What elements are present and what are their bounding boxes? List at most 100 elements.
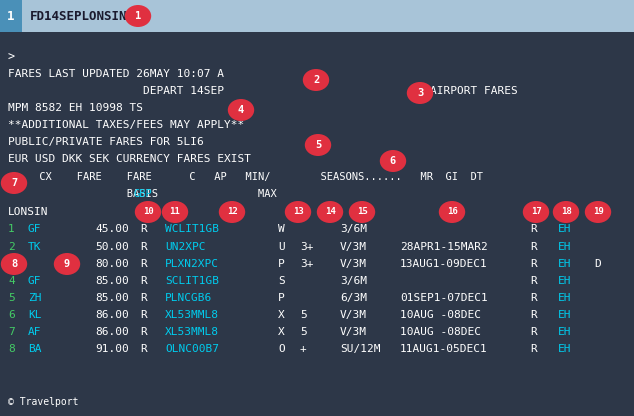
Text: 1: 1 xyxy=(8,224,15,234)
Text: CX    FARE    FARE      C   AP   MIN/        SEASONS......   MR  GI  DT: CX FARE FARE C AP MIN/ SEASONS...... MR … xyxy=(8,172,483,182)
Ellipse shape xyxy=(135,201,161,223)
Text: TK: TK xyxy=(28,242,41,252)
Text: R: R xyxy=(140,344,146,354)
Text: 80.00: 80.00 xyxy=(95,259,129,269)
Text: R: R xyxy=(530,276,537,286)
Text: U: U xyxy=(278,242,285,252)
Text: 10: 10 xyxy=(143,208,153,216)
Text: EH: EH xyxy=(558,327,571,337)
Text: 13: 13 xyxy=(293,208,304,216)
Ellipse shape xyxy=(585,201,611,223)
Text: WCLIT1GB: WCLIT1GB xyxy=(165,224,219,234)
Text: 3: 3 xyxy=(417,88,423,98)
Ellipse shape xyxy=(317,201,343,223)
Text: 6: 6 xyxy=(8,310,15,320)
Text: GF: GF xyxy=(28,276,41,286)
Text: 3+: 3+ xyxy=(300,259,313,269)
Text: BASIS                MAX: BASIS MAX xyxy=(8,189,277,199)
Text: AF: AF xyxy=(28,327,41,337)
Text: BA: BA xyxy=(28,344,41,354)
Text: 6/3M: 6/3M xyxy=(340,293,367,303)
Text: X: X xyxy=(278,327,285,337)
Text: 17: 17 xyxy=(531,208,541,216)
Text: OLNC00B7: OLNC00B7 xyxy=(165,344,219,354)
Ellipse shape xyxy=(219,201,245,223)
Text: V/3M: V/3M xyxy=(340,310,367,320)
Text: 3/6M: 3/6M xyxy=(340,276,367,286)
Text: R: R xyxy=(140,293,146,303)
Text: 86.00: 86.00 xyxy=(95,310,129,320)
Text: SCLIT1GB: SCLIT1GB xyxy=(165,276,219,286)
Text: UN2XPC: UN2XPC xyxy=(165,242,205,252)
Text: EH: EH xyxy=(558,344,571,354)
Text: EH: EH xyxy=(558,259,571,269)
Text: D: D xyxy=(594,259,601,269)
Ellipse shape xyxy=(553,201,579,223)
Text: P: P xyxy=(278,293,285,303)
Text: 11AUG1-05DEC1: 11AUG1-05DEC1 xyxy=(400,344,488,354)
Text: 7: 7 xyxy=(11,178,17,188)
Text: 10AUG -08DEC: 10AUG -08DEC xyxy=(400,327,481,337)
Text: S: S xyxy=(278,276,285,286)
Text: 5: 5 xyxy=(300,310,307,320)
Text: R: R xyxy=(530,310,537,320)
Text: R: R xyxy=(530,224,537,234)
Ellipse shape xyxy=(305,134,331,156)
Text: R: R xyxy=(140,276,146,286)
Text: 3: 3 xyxy=(8,259,15,269)
Text: EH: EH xyxy=(558,242,571,252)
Text: 6: 6 xyxy=(390,156,396,166)
Text: R: R xyxy=(530,344,537,354)
Text: R: R xyxy=(140,224,146,234)
Text: FARES LAST UPDATED 26MAY 10:07 A: FARES LAST UPDATED 26MAY 10:07 A xyxy=(8,69,224,79)
Text: PLNCGB6: PLNCGB6 xyxy=(165,293,212,303)
Text: 14: 14 xyxy=(325,208,335,216)
Text: 85.00: 85.00 xyxy=(95,293,129,303)
Text: 2: 2 xyxy=(313,75,319,85)
Text: 50.00: 50.00 xyxy=(95,242,129,252)
Ellipse shape xyxy=(380,150,406,172)
Text: DEPART 14SEP: DEPART 14SEP xyxy=(8,86,224,96)
Text: 1: 1 xyxy=(135,11,141,21)
Text: GF: GF xyxy=(28,224,41,234)
Text: LONSIN: LONSIN xyxy=(8,207,48,217)
Text: 5: 5 xyxy=(315,140,321,150)
Text: R: R xyxy=(140,242,146,252)
Text: FD14SEPLONSIN: FD14SEPLONSIN xyxy=(30,10,127,22)
Text: SU/12M: SU/12M xyxy=(340,344,380,354)
Text: 9: 9 xyxy=(64,259,70,269)
Text: R: R xyxy=(530,293,537,303)
Text: 45.00: 45.00 xyxy=(95,224,129,234)
Text: XL53MML8: XL53MML8 xyxy=(165,310,219,320)
Text: 85.00: 85.00 xyxy=(95,276,129,286)
Text: PLXN2XPC: PLXN2XPC xyxy=(165,259,219,269)
Text: 3/6M: 3/6M xyxy=(340,224,367,234)
Ellipse shape xyxy=(285,201,311,223)
Text: 15: 15 xyxy=(356,208,367,216)
Ellipse shape xyxy=(439,201,465,223)
Text: R: R xyxy=(530,327,537,337)
Text: 11: 11 xyxy=(170,208,181,216)
Text: 8: 8 xyxy=(11,259,17,269)
Text: R: R xyxy=(530,242,537,252)
Ellipse shape xyxy=(523,201,549,223)
Text: R: R xyxy=(530,259,537,269)
Ellipse shape xyxy=(228,99,254,121)
Text: 10AUG -08DEC: 10AUG -08DEC xyxy=(400,310,481,320)
Text: PUBLIC/PRIVATE FARES FOR 5LI6: PUBLIC/PRIVATE FARES FOR 5LI6 xyxy=(8,137,204,147)
Text: R: R xyxy=(140,310,146,320)
Text: 01SEP1-07DEC1: 01SEP1-07DEC1 xyxy=(400,293,488,303)
Ellipse shape xyxy=(1,172,27,194)
Text: 86.00: 86.00 xyxy=(95,327,129,337)
Text: 19: 19 xyxy=(593,208,604,216)
Text: 8: 8 xyxy=(8,344,15,354)
Text: R: R xyxy=(140,259,146,269)
Text: +: + xyxy=(300,344,307,354)
Text: ZH: ZH xyxy=(28,293,41,303)
Ellipse shape xyxy=(349,201,375,223)
Text: MPM 8582 EH 10998 TS: MPM 8582 EH 10998 TS xyxy=(8,103,143,113)
Text: 12: 12 xyxy=(226,208,237,216)
Text: 18: 18 xyxy=(560,208,571,216)
Text: R: R xyxy=(140,327,146,337)
Text: V/3M: V/3M xyxy=(340,242,367,252)
